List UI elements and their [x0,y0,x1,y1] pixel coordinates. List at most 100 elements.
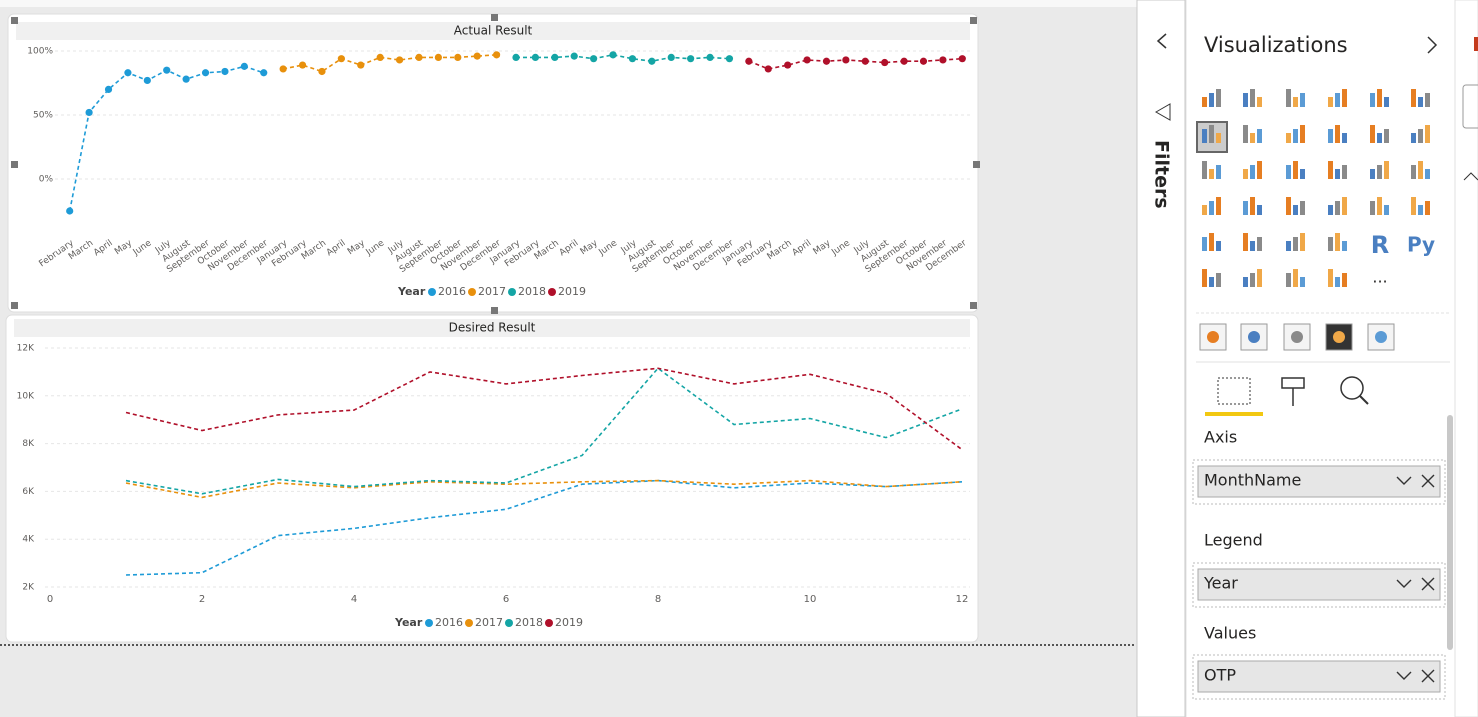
viz-icon[interactable] [1411,161,1430,179]
viz-icon[interactable] [1328,197,1347,215]
resize-handle[interactable] [970,302,977,309]
expand-chevron[interactable] [1427,36,1438,54]
field-name[interactable]: MonthName [1204,471,1301,490]
viz-icon[interactable] [1411,197,1430,215]
viz-icon[interactable] [1243,269,1262,287]
viz-icon[interactable] [1370,89,1389,107]
viz-icon[interactable] [1202,269,1221,287]
r-visual-icon[interactable]: R [1371,231,1389,259]
custom-visual-icon[interactable] [1199,323,1227,351]
field-dropdown[interactable] [1396,671,1412,680]
format-tab[interactable] [1281,377,1305,406]
resize-handle[interactable] [491,14,498,21]
custom-visual-icon[interactable] [1325,323,1353,351]
x-tick-label: 0 [47,594,53,605]
field-dropdown[interactable] [1396,476,1412,485]
viz-icon[interactable] [1202,89,1221,107]
viz-icon[interactable] [1243,197,1262,215]
viz-icon[interactable] [1411,125,1430,143]
viz-icon[interactable] [1328,233,1347,251]
viz-icon[interactable] [1243,89,1262,107]
icon-part [1286,241,1291,251]
viz-icon[interactable] [1328,269,1347,287]
custom-visual-icon[interactable] [1367,323,1395,351]
legend-label[interactable]: 2019 [558,285,586,298]
viz-icon[interactable] [1286,197,1305,215]
field-dropdown[interactable] [1396,579,1412,588]
legend-label[interactable]: 2016 [438,285,466,298]
viz-icon[interactable] [1286,269,1305,287]
viz-icon[interactable] [1370,197,1389,215]
resize-handle[interactable] [973,161,980,168]
icon-part [1377,89,1382,107]
custom-visual-icon[interactable] [1240,323,1268,351]
chart-title: Desired Result [449,321,536,335]
viz-icon[interactable] [1328,125,1347,143]
legend-marker [425,619,433,627]
viz-icon[interactable] [1370,161,1389,179]
icon-part [1250,165,1255,179]
data-point [492,51,501,59]
viz-icon[interactable] [1196,121,1228,153]
viz-icon[interactable] [1328,161,1347,179]
resize-handle[interactable] [11,17,18,24]
data-point [764,65,772,73]
icon-part [1293,97,1298,107]
field-remove[interactable] [1421,577,1435,591]
field-pill[interactable] [1197,568,1441,601]
icon-part [1300,93,1305,107]
icon-part [1243,233,1248,251]
icon-part [1384,129,1389,143]
viz-icon[interactable] [1202,233,1221,251]
icon-part [1342,197,1347,215]
python-visual-icon[interactable]: Py [1407,233,1435,257]
icon-part [1202,269,1207,287]
field-pill[interactable] [1197,465,1441,498]
collapse-chevron[interactable] [1156,33,1167,49]
custom-visual-icon[interactable] [1283,323,1311,351]
field-name[interactable]: OTP [1204,666,1236,685]
viz-icon[interactable] [1202,197,1221,215]
field-remove[interactable] [1421,669,1435,683]
viz-icon[interactable] [1411,89,1430,107]
resize-handle[interactable] [970,17,977,24]
icon-part [1300,233,1305,251]
legend-label[interactable]: 2017 [475,616,503,629]
viz-icon[interactable] [1328,89,1347,107]
icon-part [1425,125,1430,143]
resize-handle[interactable] [491,307,498,314]
legend-label[interactable]: 2018 [518,285,546,298]
viz-icon[interactable] [1370,125,1389,143]
data-point [648,57,656,65]
viz-icon[interactable] [1243,161,1262,179]
filters-title[interactable]: Filters [1151,140,1173,209]
viz-icon[interactable] [1286,125,1305,143]
resize-handle[interactable] [11,161,18,168]
legend-label[interactable]: 2018 [515,616,543,629]
viz-icon[interactable] [1243,233,1262,251]
viz-icon[interactable] [1286,89,1305,107]
analytics-tab-handle [1359,395,1369,405]
field-pill[interactable] [1197,660,1441,693]
fields-tab[interactable] [1217,377,1251,405]
icon-part [1425,201,1430,215]
icon-part [1243,169,1248,179]
viz-icon[interactable] [1243,125,1262,143]
resize-handle[interactable] [11,302,18,309]
data-point [958,55,966,63]
legend-label[interactable]: 2017 [478,285,506,298]
icon-part [1243,125,1248,143]
right-chevron[interactable] [1463,172,1478,181]
viz-icon[interactable] [1202,161,1221,179]
scrollbar[interactable] [1447,415,1453,650]
legend-label[interactable]: 2019 [555,616,583,629]
field-remove[interactable] [1421,474,1435,488]
icon-part [1377,165,1382,179]
viz-icon[interactable] [1286,233,1305,251]
viz-icon[interactable] [1286,161,1305,179]
field-name[interactable]: Year [1203,574,1238,593]
more-visuals[interactable]: ... [1372,268,1387,287]
data-point [745,57,753,65]
legend-label[interactable]: 2016 [435,616,463,629]
analytics-tab[interactable] [1340,376,1364,400]
